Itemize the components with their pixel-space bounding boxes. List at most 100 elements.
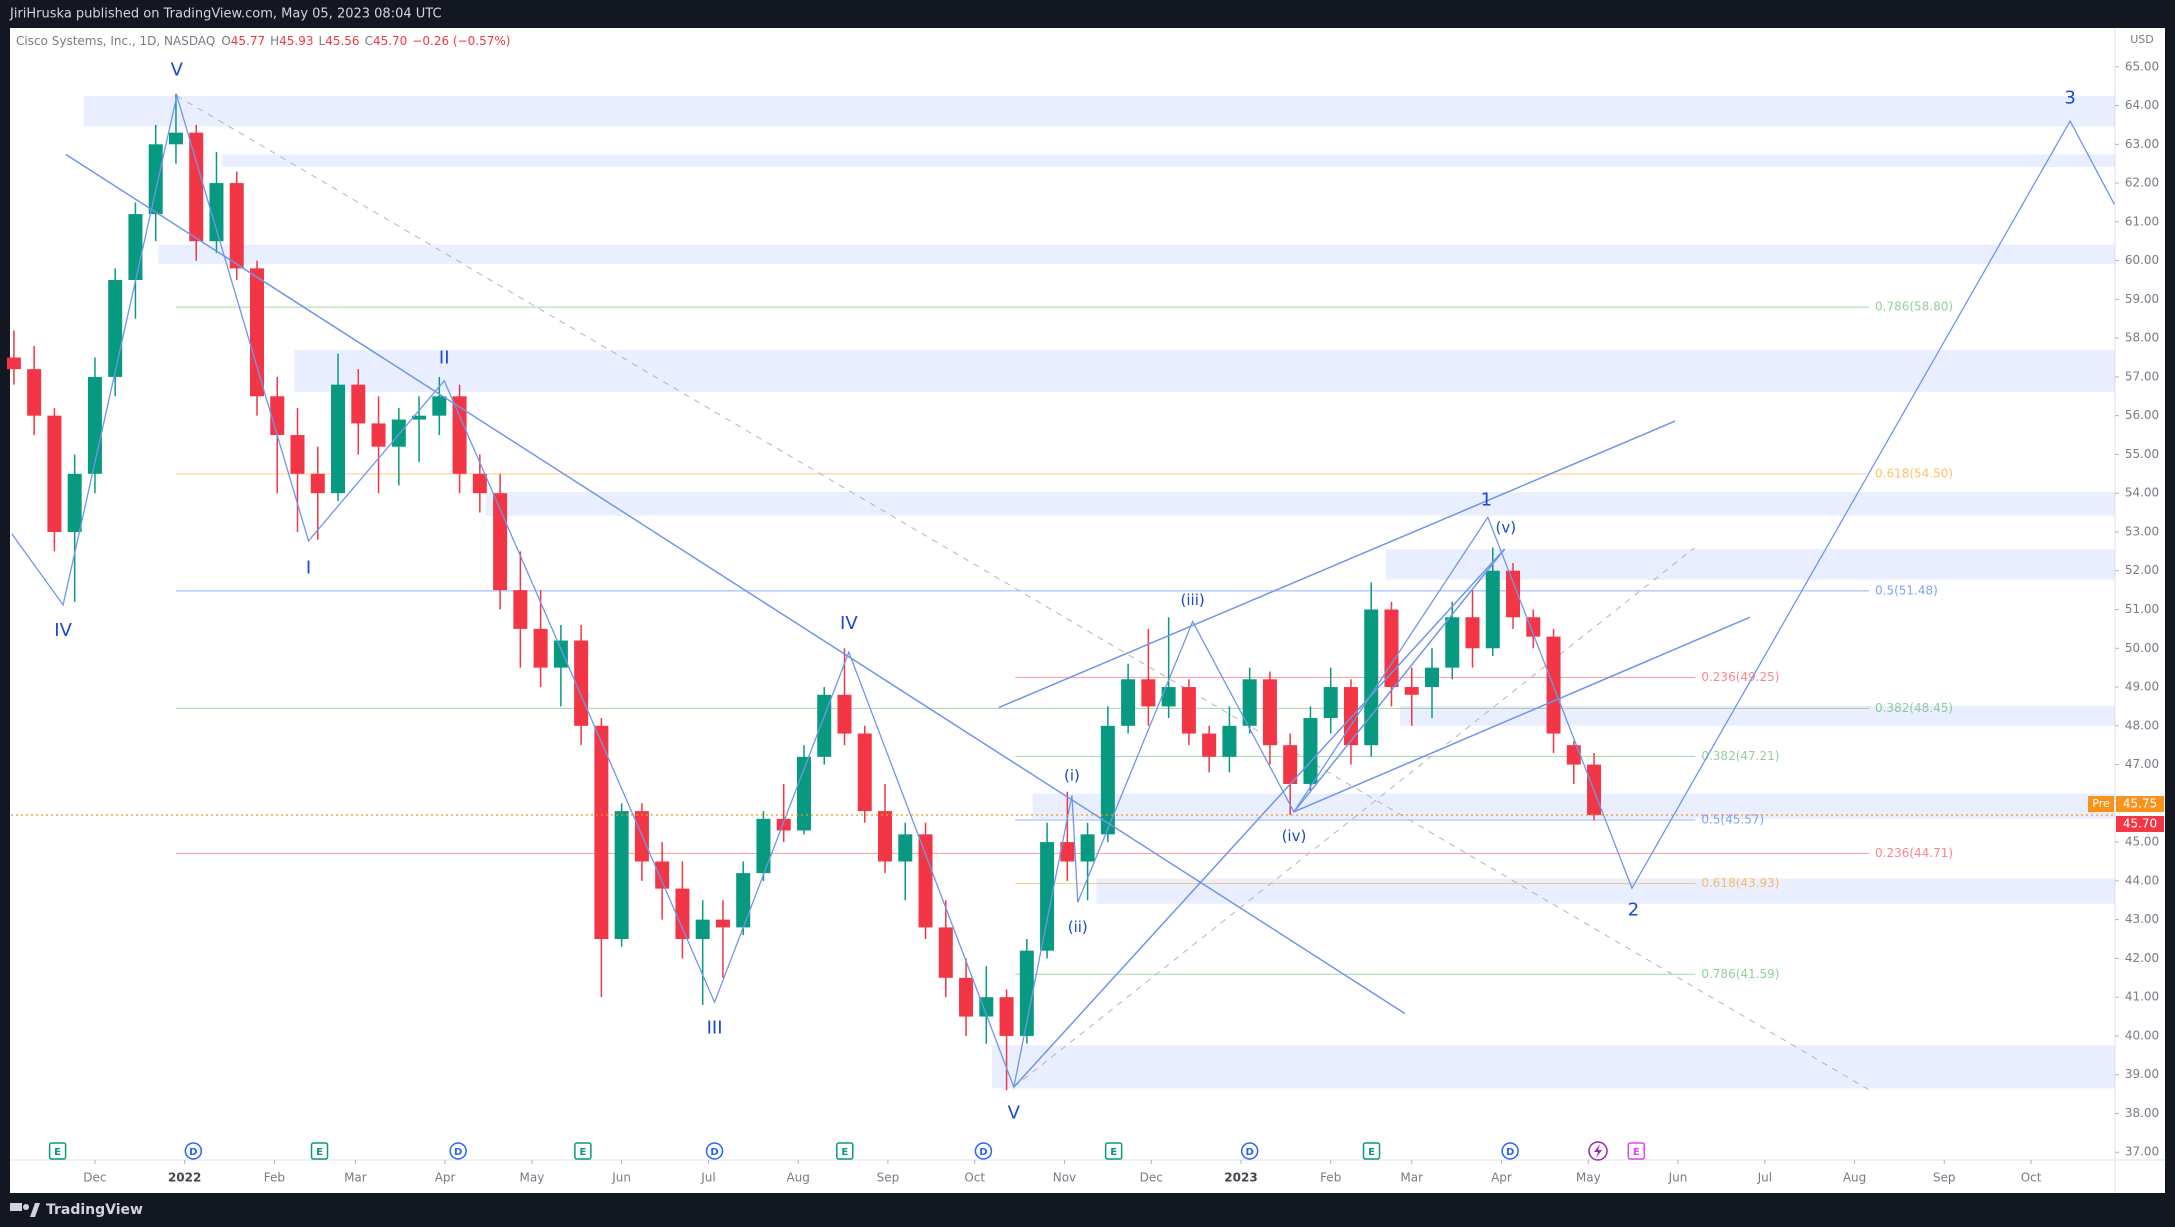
candle-body [1080, 834, 1095, 862]
candle-body [1222, 725, 1237, 757]
candle-body [391, 419, 406, 447]
fib-label: 0.382(48.45) [1875, 701, 1953, 715]
last-price-label: 45.70 [2123, 816, 2157, 830]
logo [10, 1203, 40, 1217]
x-tick-label: Apr [435, 1171, 456, 1185]
x-tick-label: 2023 [1224, 1171, 1257, 1185]
event-letter: E [1110, 1147, 1117, 1158]
wave-label: 3 [2064, 88, 2075, 109]
x-tick-label: 2022 [168, 1171, 201, 1185]
candle-body [918, 834, 933, 928]
wave-label: (ii) [1068, 918, 1088, 936]
event-icon [1362, 1142, 1381, 1160]
candle-body [1323, 687, 1338, 719]
candle-body [1465, 617, 1480, 649]
candle-body [1485, 570, 1500, 649]
wave-label: (v) [1495, 519, 1516, 537]
x-tick-label: Aug [786, 1171, 809, 1185]
x-tick-label: Sep [1933, 1171, 1956, 1185]
event-icon [1104, 1142, 1123, 1160]
y-tick-label: 41.00 [2125, 990, 2159, 1004]
candle-body [898, 834, 913, 862]
event-icon [974, 1142, 993, 1160]
event-letter: E [841, 1147, 848, 1158]
candle-body [857, 733, 872, 812]
trendline [1293, 548, 1506, 813]
event-icon [705, 1142, 724, 1160]
event-letter: D [454, 1147, 462, 1158]
y-tick-label: 53.00 [2125, 524, 2159, 538]
y-tick-label: 55.00 [2125, 447, 2159, 461]
x-tick-label: May [520, 1171, 545, 1185]
y-tick-label: 51.00 [2125, 602, 2159, 616]
y-tick-label: 50.00 [2125, 641, 2159, 655]
y-tick-label: 45.00 [2125, 835, 2159, 849]
x-tick-label: Sep [877, 1171, 900, 1185]
wave-label: IV [840, 613, 858, 634]
y-tick-label: 64.00 [2125, 98, 2159, 112]
y-tick-label: 57.00 [2125, 369, 2159, 383]
event-letter: D [1506, 1147, 1514, 1158]
x-tick-label: Nov [1053, 1171, 1076, 1185]
event-icon [1627, 1142, 1646, 1160]
wave-label: III [707, 1018, 723, 1039]
fib-label: 0.618(43.93) [1701, 876, 1779, 890]
candle-body [472, 473, 487, 494]
trendline [65, 153, 1406, 1015]
wave-path [11, 93, 2115, 1090]
candle-body [796, 756, 811, 831]
candle-body [1424, 667, 1439, 688]
candle-body [695, 919, 710, 940]
y-tick-label: 59.00 [2125, 292, 2159, 306]
y-tick-label: 65.00 [2125, 59, 2159, 73]
candle-body [6, 357, 21, 370]
chart-area [10, 28, 2165, 1193]
candle-body [715, 919, 730, 928]
x-tick-label: Jun [611, 1171, 631, 1185]
candle-body [736, 873, 751, 928]
y-tick-label: 40.00 [2125, 1028, 2159, 1042]
candle-body [594, 725, 609, 940]
x-tick-label: Feb [1320, 1171, 1341, 1185]
wave-label: 2 [1628, 899, 1639, 920]
wave-label: II [439, 348, 450, 369]
zone [222, 154, 2116, 167]
x-tick-label: Apr [1491, 1171, 1512, 1185]
candle-body [655, 861, 670, 889]
candle-body [959, 977, 974, 1017]
candle-body [756, 818, 771, 874]
event-icon [48, 1142, 67, 1160]
x-tick-label: Dec [1140, 1171, 1163, 1185]
event-letter: D [189, 1147, 197, 1158]
y-tick-label: 62.00 [2125, 176, 2159, 190]
y-tick-label: 42.00 [2125, 951, 2159, 965]
fib-label: 0.236(49.25) [1701, 670, 1779, 684]
y-tick-label: 54.00 [2125, 486, 2159, 500]
candle-body [189, 132, 204, 242]
symbol-legend: Cisco Systems, Inc., 1D, NASDAQ O45.77 H45… [16, 34, 510, 48]
zone [294, 350, 2115, 393]
event-letter: D [710, 1147, 718, 1158]
zone [1400, 706, 2115, 726]
footer-brand: TradingView [46, 1202, 143, 1218]
zone [992, 1045, 2115, 1089]
event-icon [1501, 1142, 1519, 1160]
candle-body [27, 369, 42, 416]
candle-body [1506, 570, 1521, 618]
candle-body [47, 415, 62, 532]
x-tick-label: Aug [1843, 1171, 1866, 1185]
y-tick-label: 63.00 [2125, 137, 2159, 151]
candle-body [878, 811, 893, 862]
candle-body [351, 384, 366, 424]
fib-label: 0.236(44.71) [1875, 846, 1953, 860]
candle-body [128, 214, 143, 280]
y-tick-label: 56.00 [2125, 408, 2159, 422]
x-tick-label: Dec [83, 1171, 106, 1185]
candle-body [979, 997, 994, 1017]
event-icon [184, 1142, 203, 1160]
wave-label: (iii) [1181, 591, 1205, 609]
header-text: JiriHruska published on TradingView.com,… [9, 7, 442, 22]
ohlc-label: H [270, 34, 279, 48]
